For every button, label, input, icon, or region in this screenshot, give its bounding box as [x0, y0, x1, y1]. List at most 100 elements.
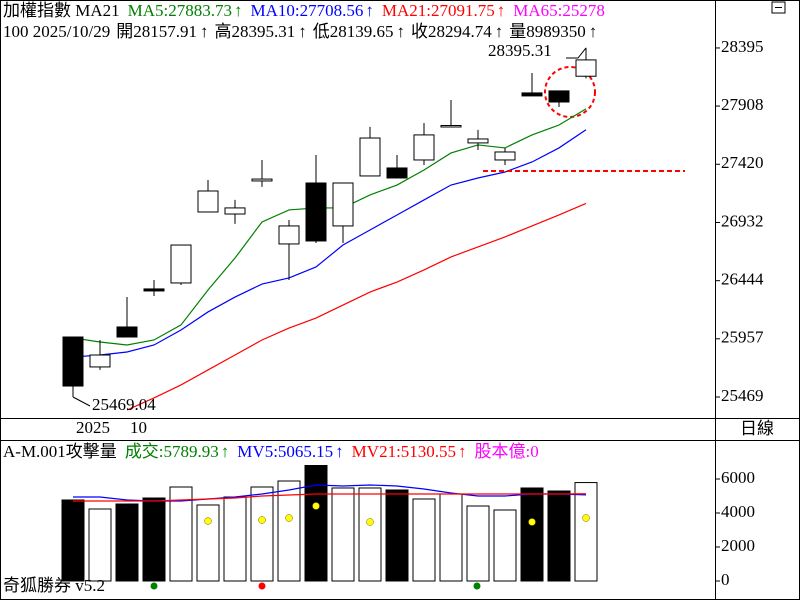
volume-marker	[582, 514, 590, 522]
header-item: MA5:27883.73	[128, 1, 232, 20]
volume-marker	[285, 514, 293, 522]
candle-body	[413, 134, 435, 161]
header-item: 低28139.65	[313, 22, 394, 41]
volume-bar	[61, 499, 85, 582]
y-tick-label: 25957	[721, 328, 764, 347]
x-tick-label: 10	[130, 418, 147, 437]
candle-body	[251, 178, 273, 182]
candle-body	[386, 167, 408, 179]
y-tick-label: 27908	[721, 95, 764, 114]
header-item: 開28157.91	[116, 22, 197, 41]
y-tick-label: 4000	[721, 502, 755, 521]
candle-body	[197, 190, 219, 213]
volume-bar	[304, 465, 328, 582]
volume-marker	[528, 518, 536, 526]
y-tick-label: 26932	[721, 211, 764, 230]
volume-bar	[493, 509, 517, 582]
header-item: ↑	[458, 442, 467, 461]
header-item: 100 2025/10/29	[3, 22, 110, 41]
volume-bar	[358, 487, 382, 582]
annotation-leader	[72, 396, 91, 407]
volume-bar	[574, 482, 598, 582]
volume-marker	[204, 517, 212, 525]
candle-body	[143, 288, 165, 292]
candle-body	[89, 354, 111, 368]
ma-line	[72, 108, 587, 346]
candle-body	[116, 326, 138, 338]
header-item: 股本億:0	[475, 442, 539, 461]
info-line: 100 2025/10/29 開28157.91 ↑ 高28395.31 ↑ 低28139…	[3, 22, 597, 41]
header-item: ↑	[396, 22, 405, 41]
volume-bar	[169, 486, 193, 582]
candle-body	[332, 182, 354, 227]
header-item: ↑	[497, 1, 506, 20]
volume-marker	[366, 518, 374, 526]
header-item: ↑	[365, 1, 374, 20]
volume-bar	[277, 480, 301, 582]
main-plot	[62, 47, 685, 411]
header-item: ↑	[495, 22, 504, 41]
volume-bar	[250, 486, 274, 582]
period-label: 日線	[740, 419, 774, 438]
volume-marker	[258, 516, 266, 524]
header-item: MA21:27091.75	[382, 1, 495, 20]
main-header: 加權指數 MA21 MA5:27883.73 ↑ MA10:27708.56 ↑ MA21…	[3, 1, 605, 20]
header-item: 高28395.31	[214, 22, 295, 41]
footer: 奇狐勝券 v5.2	[3, 576, 105, 595]
volume-bar	[142, 497, 166, 582]
candle-body	[440, 124, 462, 128]
low-annotation: 25469.04	[92, 395, 156, 414]
candle-body	[521, 92, 543, 97]
header-item: 加權指數 MA21	[3, 1, 120, 20]
y-tick-label: 27420	[721, 153, 764, 172]
header-item: ↑	[589, 22, 598, 41]
header-item: ↑	[298, 22, 307, 41]
y-tick-label: 0	[721, 570, 730, 589]
candle-body	[170, 244, 192, 284]
header-item: 成交:5789.93	[125, 442, 219, 461]
volume-bar	[223, 496, 247, 582]
header-item: MV21:5130.55	[352, 442, 456, 461]
signal-dot	[258, 582, 266, 590]
ma-line	[73, 493, 587, 502]
candle-body	[305, 182, 327, 242]
volume-plot	[61, 465, 598, 582]
candle-body	[278, 225, 300, 245]
y-tick-label: 26444	[721, 270, 764, 289]
highlight-circle	[544, 66, 596, 118]
candle-body	[62, 336, 84, 387]
header-item: MA10:27708.56	[251, 1, 364, 20]
header-item: ↑	[234, 1, 243, 20]
y-tick-label: 6000	[721, 468, 755, 487]
header-item: A-M.001攻擊量	[3, 442, 117, 461]
header-item: MA65:25278	[513, 1, 605, 20]
y-tick-label: 28395	[721, 37, 764, 56]
volume-bar	[412, 498, 436, 582]
volume-marker	[312, 502, 320, 510]
candle-body	[359, 137, 381, 177]
volume-bar	[88, 508, 112, 582]
header-item: ↑	[200, 22, 209, 41]
volume-bar	[385, 489, 409, 582]
signal-dot	[150, 582, 158, 590]
high-annotation: 28395.31	[488, 41, 552, 60]
volume-header: A-M.001攻擊量 成交:5789.93 ↑ MV5:5065.15 ↑ MV21:51…	[3, 442, 539, 461]
volume-bar	[196, 504, 220, 582]
ma-line	[126, 202, 587, 411]
y-tick-label: 25469	[721, 386, 764, 405]
candle-body	[467, 138, 489, 144]
y-tick-label: 2000	[721, 536, 755, 555]
annotation-leader	[566, 47, 587, 59]
candle-body	[548, 90, 570, 103]
volume-bar	[520, 487, 544, 582]
volume-bar	[466, 505, 490, 582]
header-item: MV5:5065.15	[237, 442, 333, 461]
signal-dot	[473, 582, 481, 590]
x-tick-label: 2025	[76, 418, 110, 437]
candle-body	[224, 207, 246, 215]
candle-body	[494, 151, 516, 161]
volume-bar	[547, 490, 571, 582]
candle-body	[575, 59, 597, 77]
header-item: ↑	[221, 442, 230, 461]
